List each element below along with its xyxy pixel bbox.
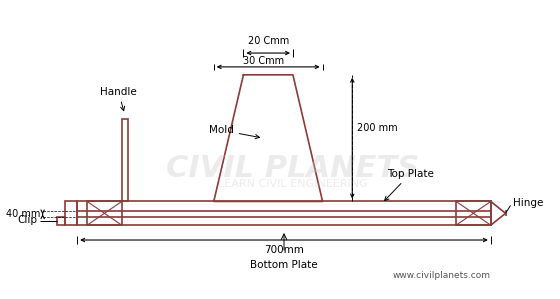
Bar: [122, 119, 128, 202]
Bar: [456, 202, 491, 225]
Bar: [58, 217, 66, 225]
Bar: [87, 202, 122, 225]
Bar: [66, 202, 77, 225]
Text: Handle: Handle: [100, 87, 137, 111]
Text: Hinge: Hinge: [512, 199, 543, 208]
Text: CIVIL PLANETS: CIVIL PLANETS: [166, 154, 419, 183]
Bar: [77, 202, 491, 211]
Text: 40 mm: 40 mm: [6, 209, 41, 219]
Text: 700mm: 700mm: [264, 245, 304, 255]
Bar: [77, 217, 491, 225]
Text: Top Plate: Top Plate: [385, 169, 434, 201]
Text: LEARN CIVIL ENGINEERING: LEARN CIVIL ENGINEERING: [218, 179, 368, 189]
Text: 30 Cmm: 30 Cmm: [242, 56, 284, 66]
Text: Clip: Clip: [18, 215, 38, 225]
Text: 200 mm: 200 mm: [357, 123, 398, 133]
Text: Mold: Mold: [209, 125, 259, 139]
Text: 20 Cmm: 20 Cmm: [248, 36, 289, 46]
Text: Bottom Plate: Bottom Plate: [250, 260, 318, 270]
Text: www.civilplanets.com: www.civilplanets.com: [393, 271, 491, 280]
